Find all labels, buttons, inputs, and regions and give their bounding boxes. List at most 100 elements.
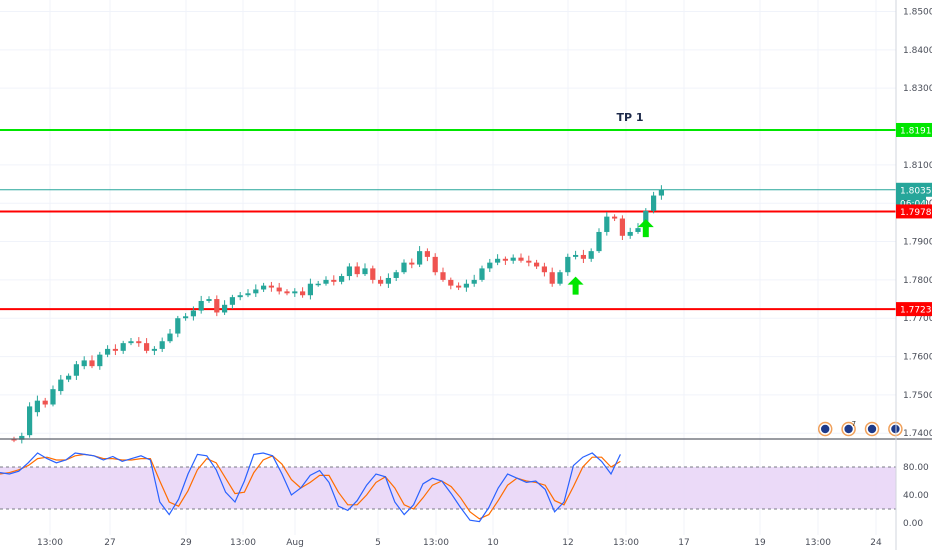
candle-body xyxy=(81,360,87,367)
candle-body xyxy=(27,406,33,436)
stoch-level-label: 0.00 xyxy=(903,519,923,529)
time-tick-label: 24 xyxy=(870,538,882,548)
candle-body xyxy=(50,389,56,405)
candle-body xyxy=(487,262,493,269)
stoch-level-label: 80.00 xyxy=(903,463,929,473)
time-tick-label: 13:00 xyxy=(613,538,639,548)
candle-body xyxy=(292,291,298,294)
candle-body xyxy=(424,251,430,257)
candle-body xyxy=(198,300,204,311)
countdown-tag-text: 06:04 xyxy=(900,199,926,209)
price-tick-label: 1.81000 xyxy=(903,161,932,171)
candle-body xyxy=(237,295,243,298)
candle-body xyxy=(619,218,625,236)
price-tick-label: 1.85000 xyxy=(903,8,932,18)
event-marker-dot xyxy=(891,424,900,434)
price-tick-label: 1.77000 xyxy=(903,314,932,324)
candle-body xyxy=(658,189,664,196)
tp1-annotation: TP 1 xyxy=(616,111,643,124)
price-tick-label: 1.83000 xyxy=(903,84,932,94)
event-marker-count: 7 xyxy=(852,420,856,428)
candle-body xyxy=(214,299,220,313)
stoch-band xyxy=(0,467,896,509)
stoch-k-line xyxy=(0,452,621,523)
candle-body xyxy=(612,216,618,219)
candle-body xyxy=(510,257,516,261)
candle-body xyxy=(105,348,111,355)
price-axis[interactable]: 1.850001.840001.830001.810001.800001.790… xyxy=(903,8,932,440)
time-tick-label: 13:00 xyxy=(230,538,256,548)
candle-body xyxy=(58,379,64,392)
candle-body xyxy=(97,354,103,367)
time-tick-label: 13:00 xyxy=(805,538,831,548)
up-arrow-icon xyxy=(567,276,584,295)
event-marker-dot xyxy=(821,424,830,434)
stochastic-panel xyxy=(0,452,896,523)
candle-body xyxy=(627,231,633,236)
time-tick-label: 13:00 xyxy=(37,538,63,548)
candle-body xyxy=(128,341,134,344)
candle-body xyxy=(456,285,462,288)
candle-body xyxy=(315,283,321,286)
candle-body xyxy=(331,279,337,282)
candle-body xyxy=(253,289,259,294)
candle-body xyxy=(417,251,423,265)
candle-body xyxy=(261,285,267,290)
time-tick-label: 17 xyxy=(678,538,689,548)
candle-body xyxy=(89,360,95,367)
candle-body xyxy=(471,279,477,284)
candle-body xyxy=(183,316,189,319)
candle-body xyxy=(339,276,345,282)
candle-body xyxy=(635,228,641,232)
candle-body xyxy=(448,279,454,286)
candle-body xyxy=(346,266,352,277)
event-markers: 72 3 xyxy=(817,420,903,437)
candle-body xyxy=(370,268,376,280)
resistance-price-tag-box xyxy=(896,204,932,219)
candle-body xyxy=(245,293,251,296)
candles xyxy=(11,185,664,444)
candle-body xyxy=(206,299,212,301)
candle-body xyxy=(323,279,329,284)
candle-body xyxy=(284,291,290,294)
candle-body xyxy=(432,256,438,273)
candle-body xyxy=(300,291,306,296)
candle-body xyxy=(440,272,446,280)
time-tick-label: 19 xyxy=(754,538,766,548)
stoch-axis: 80.00 40.00 0.00 xyxy=(903,463,929,529)
time-tick-label: 29 xyxy=(180,538,192,548)
time-axis[interactable]: 13:00 27 29 13:00 Aug 5 13:00 10 12 13:00 17 19 13:0… xyxy=(37,538,882,548)
candle-body xyxy=(549,272,555,284)
time-tick-label: 10 xyxy=(487,538,499,548)
time-tick-label: 13:00 xyxy=(423,538,449,548)
candle-body xyxy=(268,285,274,288)
candle-body xyxy=(479,268,485,280)
event-marker-dot xyxy=(867,424,877,434)
candle-body xyxy=(385,277,391,284)
candle-body xyxy=(120,343,126,351)
candle-body xyxy=(175,318,181,334)
candle-body xyxy=(151,348,157,351)
candle-body xyxy=(541,266,547,273)
candle-body xyxy=(222,304,228,313)
candle-body xyxy=(573,254,579,257)
event-marker-dot xyxy=(844,424,853,434)
candle-body xyxy=(362,268,368,275)
candle-body xyxy=(34,400,40,413)
candle-body xyxy=(526,260,532,263)
candle-body xyxy=(73,364,79,376)
price-tick-label: 1.79000 xyxy=(903,238,932,248)
candle-body xyxy=(557,272,563,284)
time-tick-label: Aug xyxy=(286,538,304,548)
time-tick-label: 12 xyxy=(562,538,573,548)
price-tick-label: 1.75000 xyxy=(903,391,932,401)
candle-body xyxy=(11,439,17,441)
candle-body xyxy=(401,262,407,273)
candle-body xyxy=(580,254,586,259)
candle-body xyxy=(393,272,399,278)
candle-body xyxy=(190,310,196,317)
candle-body xyxy=(19,435,25,440)
tp-price-tag-box xyxy=(896,122,932,137)
